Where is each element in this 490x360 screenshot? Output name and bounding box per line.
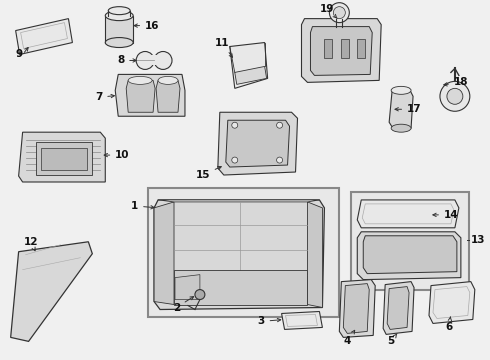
Polygon shape [301, 19, 381, 82]
Text: 2: 2 [173, 297, 194, 312]
Circle shape [333, 7, 345, 19]
Text: 9: 9 [16, 49, 23, 59]
Polygon shape [175, 275, 200, 300]
Polygon shape [156, 80, 180, 112]
Polygon shape [41, 148, 87, 170]
Polygon shape [343, 284, 369, 333]
Text: 18: 18 [444, 77, 468, 87]
Text: 14: 14 [433, 210, 459, 220]
Bar [342, 39, 349, 58]
Polygon shape [158, 200, 319, 202]
Polygon shape [357, 232, 461, 280]
Text: 13: 13 [471, 235, 485, 245]
Circle shape [447, 88, 463, 104]
Polygon shape [387, 287, 409, 329]
Polygon shape [145, 55, 163, 66]
Text: 10: 10 [104, 150, 130, 160]
Bar [351, 192, 469, 289]
Text: 19: 19 [320, 4, 337, 18]
Polygon shape [429, 282, 475, 323]
Polygon shape [174, 270, 308, 305]
Ellipse shape [128, 76, 152, 84]
Text: 8: 8 [117, 55, 136, 66]
Polygon shape [308, 202, 322, 307]
Text: 5: 5 [388, 334, 397, 346]
Text: 15: 15 [196, 166, 221, 180]
Polygon shape [311, 27, 372, 75]
Ellipse shape [108, 7, 130, 15]
Bar [148, 188, 340, 318]
Circle shape [232, 122, 238, 128]
Polygon shape [154, 200, 324, 310]
Text: 17: 17 [395, 104, 422, 114]
Polygon shape [235, 67, 267, 84]
Polygon shape [19, 132, 105, 182]
Text: 12: 12 [24, 237, 38, 251]
Ellipse shape [105, 11, 133, 21]
Circle shape [154, 51, 172, 69]
Text: 7: 7 [95, 92, 114, 102]
Text: 4: 4 [343, 330, 355, 346]
Ellipse shape [391, 86, 411, 94]
Bar [105, 15, 133, 42]
Polygon shape [363, 236, 457, 274]
Bar [324, 39, 332, 58]
Circle shape [276, 157, 283, 163]
Polygon shape [340, 280, 375, 337]
Polygon shape [126, 80, 155, 112]
Polygon shape [226, 120, 290, 167]
Polygon shape [115, 75, 185, 116]
Polygon shape [218, 112, 297, 175]
Text: 6: 6 [445, 317, 453, 332]
Text: 11: 11 [215, 37, 232, 57]
Ellipse shape [105, 37, 133, 48]
Polygon shape [36, 142, 92, 175]
Polygon shape [154, 202, 174, 305]
Circle shape [329, 3, 349, 23]
Bar [357, 39, 365, 58]
Text: 3: 3 [257, 316, 281, 327]
Polygon shape [383, 282, 414, 334]
Circle shape [136, 51, 154, 69]
Ellipse shape [158, 76, 178, 84]
Polygon shape [11, 242, 92, 341]
Text: 16: 16 [134, 21, 160, 31]
Circle shape [232, 157, 238, 163]
Polygon shape [389, 88, 413, 130]
Text: 1: 1 [131, 201, 154, 211]
Polygon shape [16, 19, 73, 54]
Bar [145, 51, 163, 69]
Circle shape [195, 289, 205, 300]
Ellipse shape [391, 124, 411, 132]
Polygon shape [357, 200, 459, 228]
Circle shape [276, 122, 283, 128]
Circle shape [440, 81, 470, 111]
Polygon shape [282, 311, 322, 329]
Polygon shape [230, 42, 268, 88]
